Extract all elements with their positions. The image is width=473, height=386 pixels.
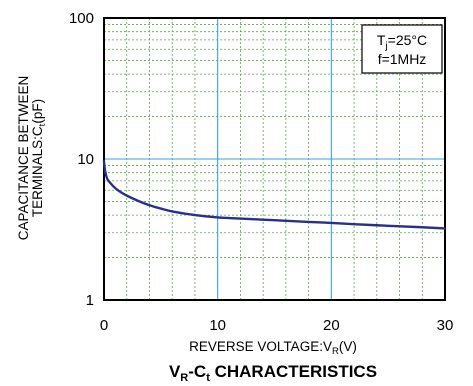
series-layer bbox=[102, 160, 447, 230]
major-grid-lines bbox=[104, 18, 445, 300]
y-tick-label: 1 bbox=[86, 292, 94, 309]
plot-frame bbox=[103, 17, 446, 301]
conditions-box: Tj=25°C f=1MHz bbox=[361, 24, 443, 74]
series-line-0 bbox=[102, 160, 447, 230]
conditions-box-frame bbox=[361, 24, 443, 74]
x-tick-label: 10 bbox=[209, 317, 226, 334]
condition-frequency: f=1MHz bbox=[378, 51, 427, 67]
y-tick-label: 100 bbox=[69, 10, 94, 27]
x-tick-label: 30 bbox=[437, 317, 454, 334]
x-axis-label: REVERSE VOLTAGE:VR(V) bbox=[189, 339, 357, 357]
y-tick-labels: 1 10 100 bbox=[69, 10, 94, 309]
y-axis-label-line2: TERMINALS:Ct(pF) bbox=[30, 99, 48, 217]
x-tick-label: 0 bbox=[100, 317, 108, 334]
x-tick-label: 20 bbox=[323, 317, 340, 334]
y-tick-label: 10 bbox=[77, 151, 94, 168]
y-axis-label-line1: CAPACITANCE BETWEEN bbox=[16, 76, 31, 241]
chart-title: VR-Ct CHARACTERISTICS bbox=[169, 362, 377, 384]
x-tick-labels: 0 10 20 30 bbox=[100, 317, 454, 334]
condition-temperature: Tj=25°C bbox=[377, 32, 427, 52]
